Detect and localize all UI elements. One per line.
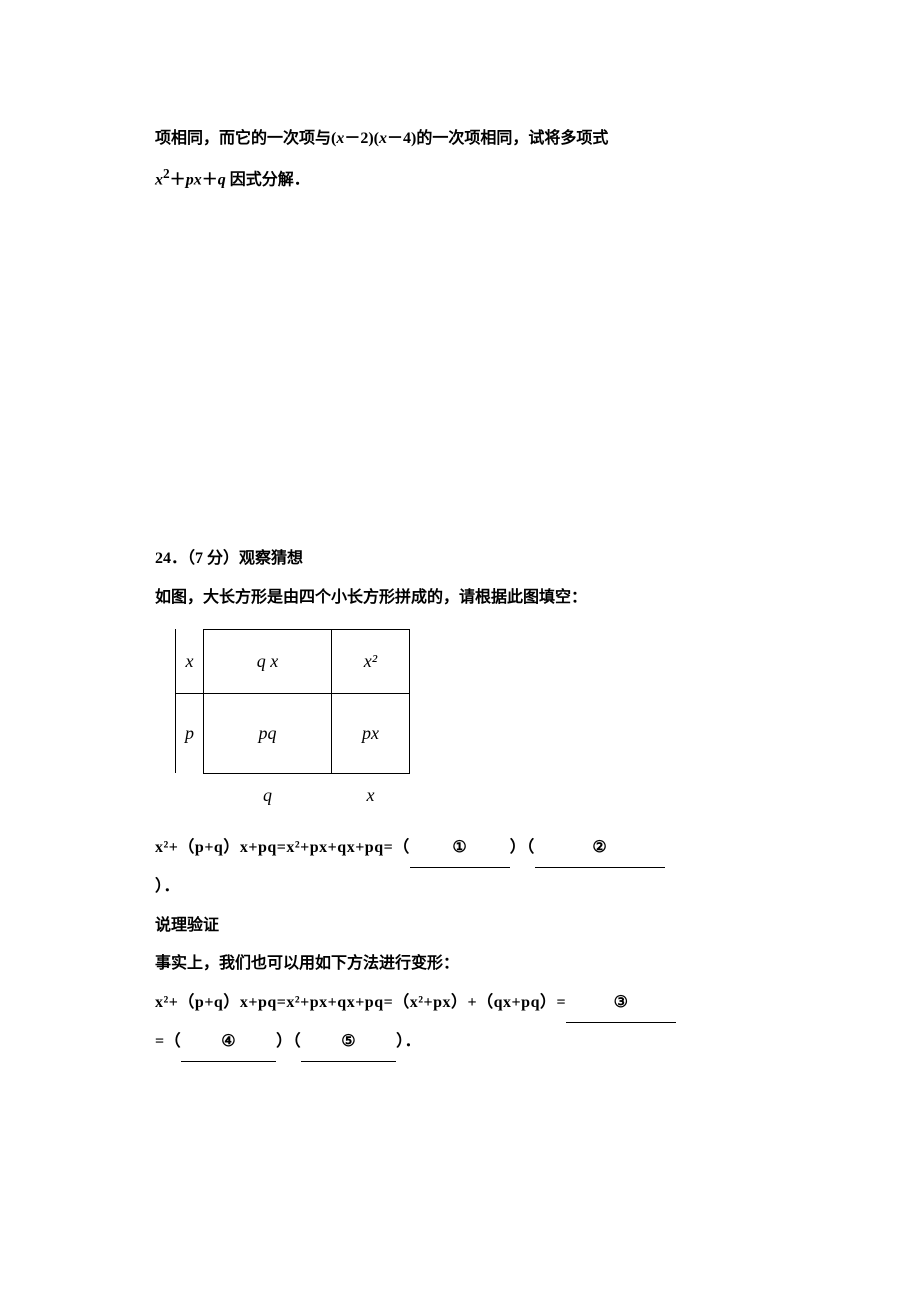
q23-expr2-plus1: ＋ <box>170 172 186 189</box>
q24-verify-heading: 说理验证 <box>155 907 770 945</box>
diagram-corner <box>176 773 204 817</box>
q23-expr2-q: q <box>218 172 226 189</box>
q24-eq2: x²+（p+q）x+pq=x²+px+qx+pq=（x²+px）+（qx+pq）… <box>155 984 770 1023</box>
q24-eq1-mid: ）（ <box>510 839 535 856</box>
q23-expr2-x: x <box>155 172 163 189</box>
rectangle-diagram: x q x x² p pq px q x <box>155 629 770 817</box>
q24-eq1: x²+（p+q）x+pq=x²+px+qx+pq=（①）（② <box>155 829 770 868</box>
q24-intro: 如图，大长方形是由四个小长方形拼成的，请根据此图填空： <box>155 579 770 617</box>
q23-expr2-x2: x <box>194 172 202 189</box>
blank-2: ② <box>535 829 665 868</box>
q23-line2-post: 因式分解． <box>226 172 310 189</box>
blank-5: ⑤ <box>301 1023 396 1062</box>
q23-line1-post: 的一次项相同，试将多项式 <box>416 130 608 147</box>
q24-eq3: =（④）（⑤）． <box>155 1023 770 1062</box>
q23-expr2-plus2: ＋ <box>202 172 218 189</box>
q23-line1: 项相同，而它的一次项与(x－2)(x－4)的一次项相同，试将多项式 <box>155 120 770 158</box>
q24-eq3-end: ）． <box>396 1033 421 1050</box>
diagram-table: x q x x² p pq px q x <box>175 629 410 817</box>
diagram-cell-bl: pq <box>204 693 332 773</box>
q23-line1-pre: 项相同，而它的一次项与 <box>155 130 331 147</box>
q24-eq1-pre: x²+（p+q）x+pq=x²+px+qx+pq=（ <box>155 839 410 856</box>
q23-expr2-sup: 2 <box>163 166 170 181</box>
q23-expr1-x2: x <box>379 130 387 147</box>
q24-eq2-pre: x²+（p+q）x+pq=x²+px+qx+pq=（x²+px）+（qx+pq）… <box>155 994 566 1011</box>
q23-expr1-mid1: －2)( <box>344 130 379 147</box>
q24-eq3-mid: ）（ <box>276 1033 301 1050</box>
diagram-bot-a: q <box>204 773 332 817</box>
blank-1: ① <box>410 829 510 868</box>
q24-verify-line: 事实上，我们也可以用如下方法进行变形： <box>155 945 770 983</box>
q24-eq3-pre: =（ <box>155 1033 181 1050</box>
diagram-cell-tl: q x <box>204 629 332 693</box>
q24-eq1-end: ）． <box>155 868 770 906</box>
diagram-bot-b: x <box>332 773 410 817</box>
q24-header: 24．（7 分）观察猜想 <box>155 540 770 578</box>
blank-4: ④ <box>181 1023 276 1062</box>
q23-expr2-p: p <box>186 172 194 189</box>
diagram-cell-tr: x² <box>332 629 410 693</box>
diagram-left-top: x <box>176 629 204 693</box>
q23-line2: x2＋px＋q 因式分解． <box>155 158 770 200</box>
q23-expr1-mid2: －4) <box>387 130 416 147</box>
diagram-left-bot: p <box>176 693 204 773</box>
diagram-cell-br: px <box>332 693 410 773</box>
blank-3: ③ <box>566 984 676 1023</box>
